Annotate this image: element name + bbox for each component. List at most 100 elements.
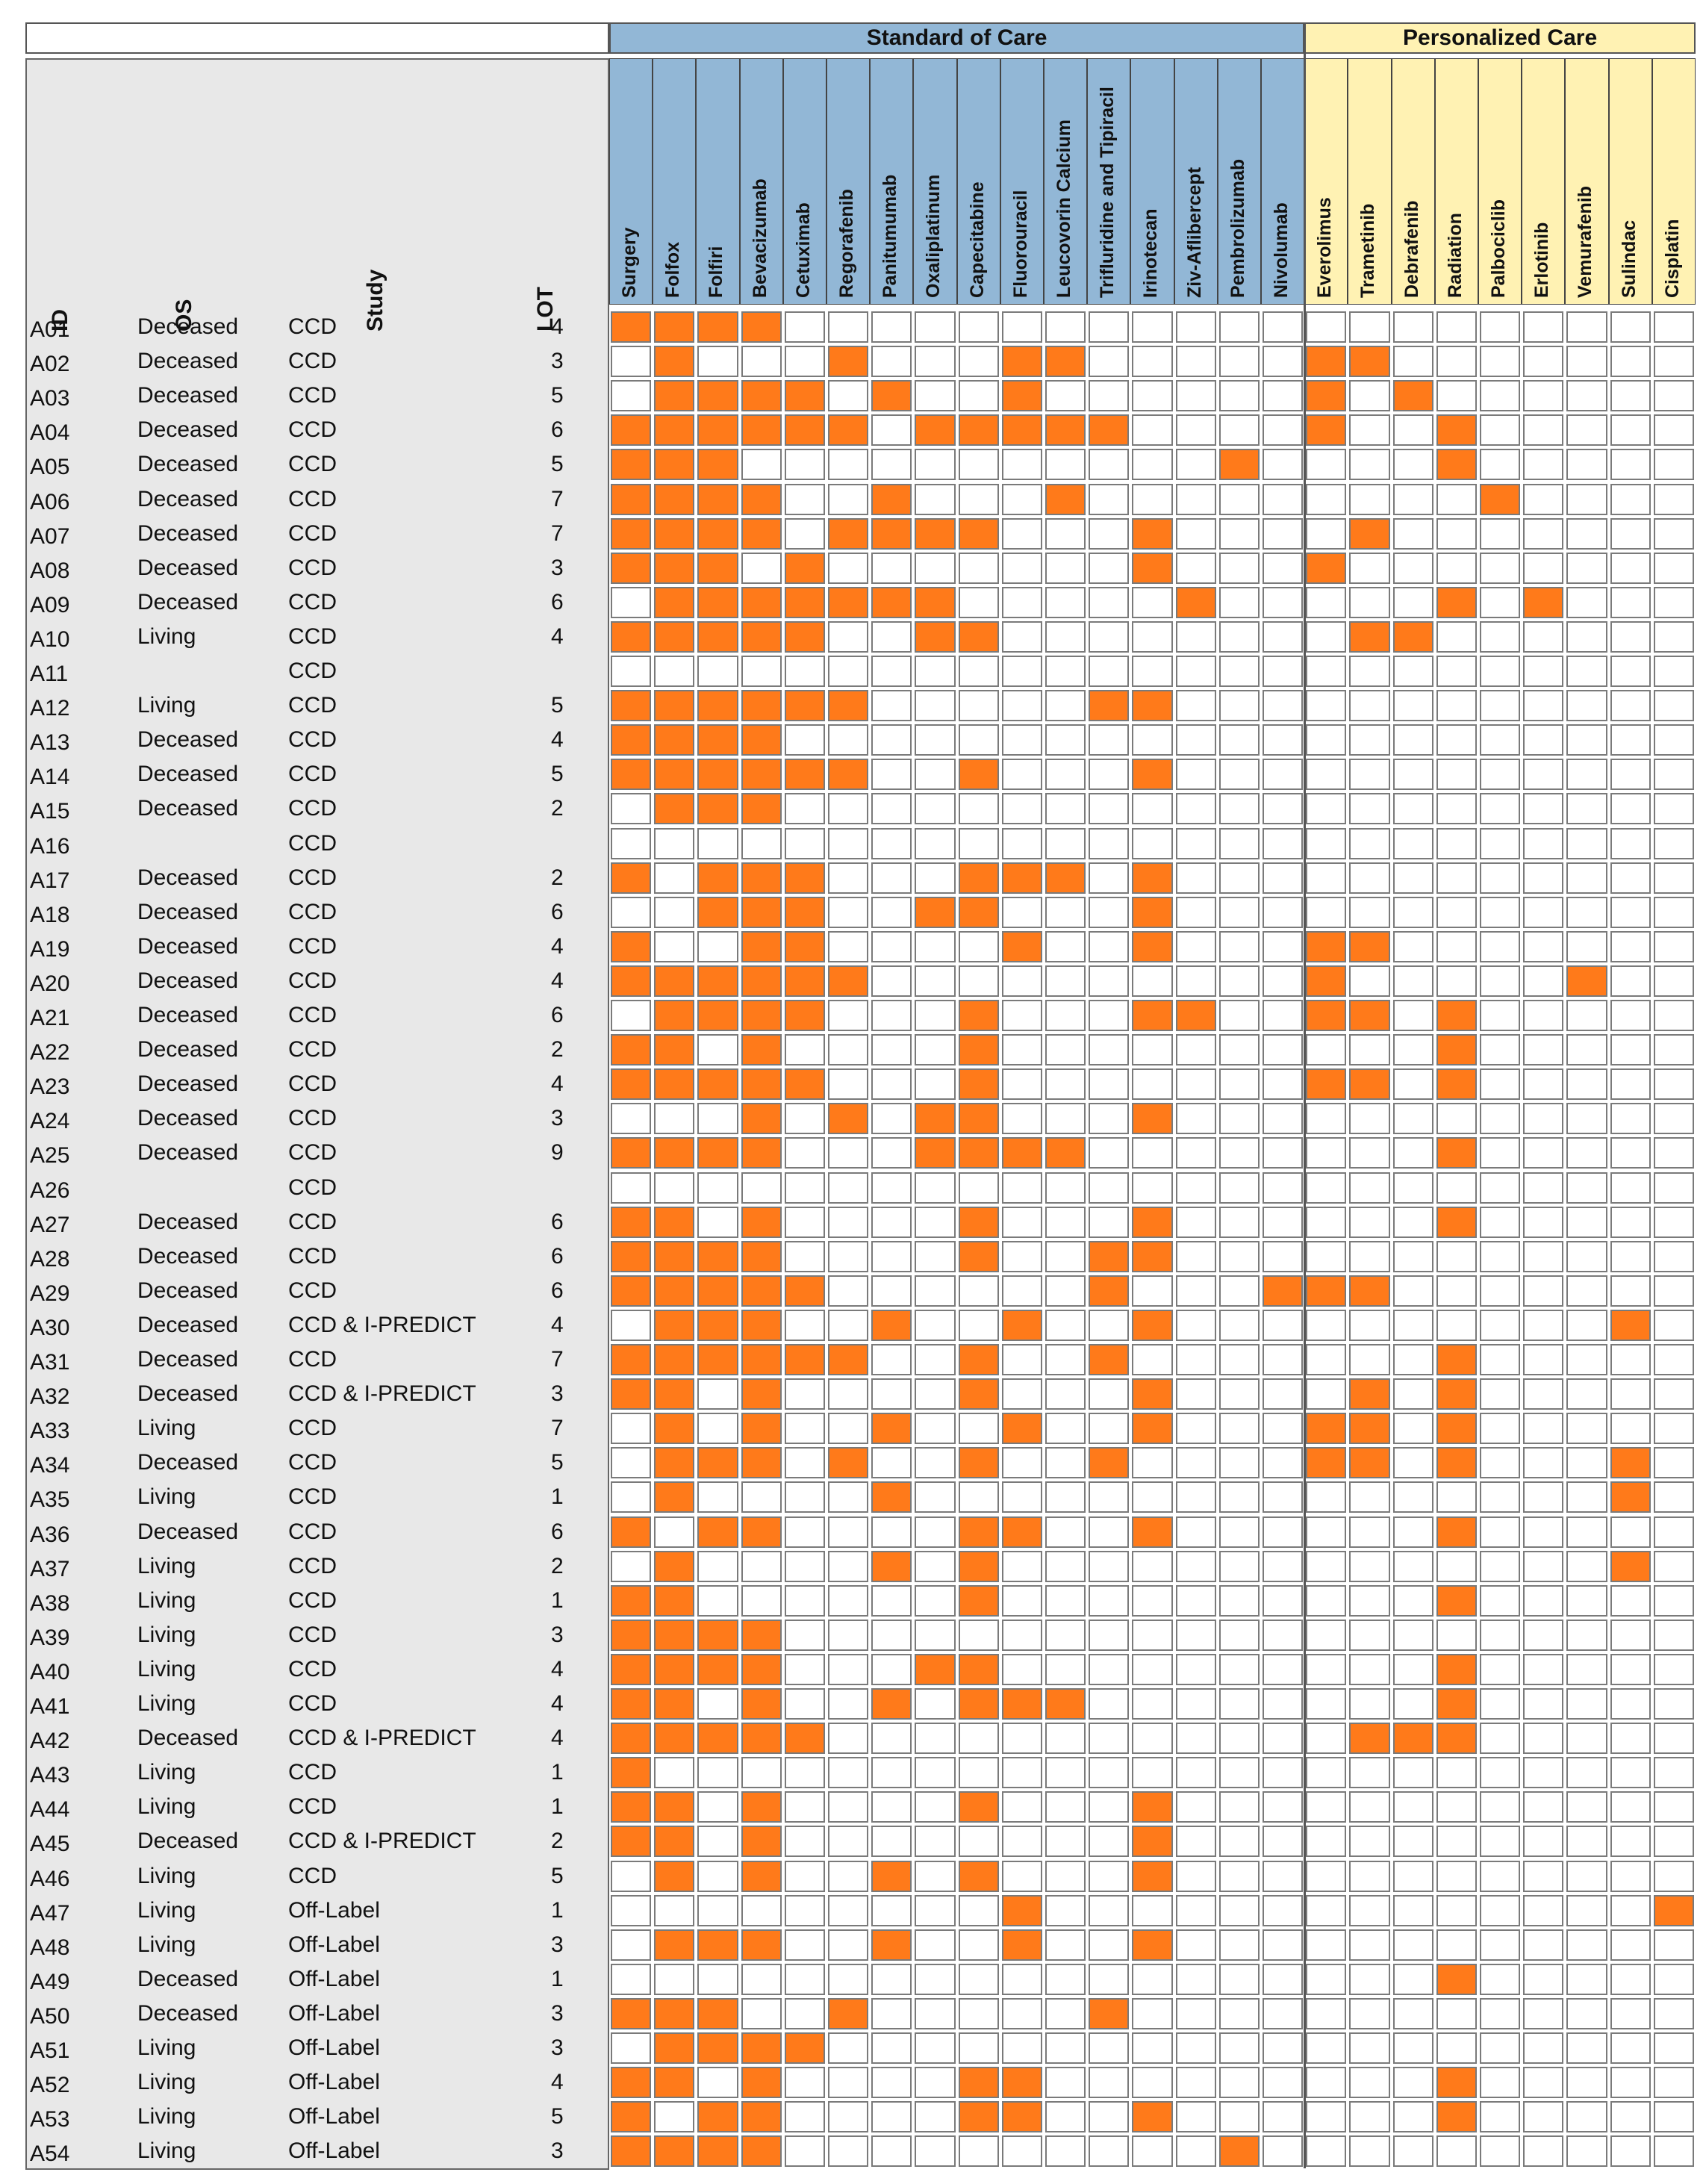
heatmap-cell: [654, 517, 695, 550]
heatmap-cell: [1306, 1963, 1347, 1995]
heatmap-cell: [697, 414, 738, 447]
column-header-oxaliplatinum: Oxaliplatinum: [913, 58, 957, 305]
heatmap-cell: [871, 1619, 912, 1651]
heatmap-cell: [1175, 380, 1216, 412]
row-study: CCD: [288, 1347, 337, 1372]
heatmap-cell: [871, 1584, 912, 1617]
heatmap-cell: [1610, 1619, 1651, 1651]
heatmap-cell: [1132, 1000, 1173, 1032]
heatmap-cell: [697, 759, 738, 791]
heatmap-cell: [828, 656, 869, 688]
heatmap-cell: [1263, 1757, 1304, 1789]
heatmap-cell: [1480, 1929, 1521, 1961]
heatmap-cell: [1306, 483, 1347, 515]
heatmap-cell: [1175, 1791, 1216, 1823]
heatmap-cell: [741, 1619, 782, 1651]
heatmap-cell: [1263, 2101, 1304, 2133]
heatmap-cell: [1566, 827, 1607, 859]
heatmap-cell: [1480, 690, 1521, 722]
heatmap-cell: [1566, 449, 1607, 481]
heatmap-cell: [1566, 1997, 1607, 2029]
heatmap-cell: [741, 1309, 782, 1341]
heatmap-cell: [1306, 827, 1347, 859]
heatmap-cell: [1392, 1550, 1433, 1582]
heatmap-cell: [1175, 793, 1216, 825]
row-study: CCD: [288, 417, 337, 443]
heatmap-cell: [784, 827, 825, 859]
row-lot: 5: [551, 693, 564, 718]
heatmap-cell: [784, 311, 825, 343]
column-label: Oxaliplatinum: [923, 174, 944, 298]
heatmap-cell: [611, 2101, 652, 2133]
row-os: Deceased: [137, 1966, 239, 1991]
heatmap-cell: [1089, 690, 1130, 722]
heatmap-cell: [1218, 965, 1260, 997]
heatmap-cell: [1306, 1447, 1347, 1479]
heatmap-cell: [1610, 862, 1651, 894]
heatmap-cell: [1523, 414, 1564, 447]
heatmap-cell: [1523, 1791, 1564, 1823]
heatmap-cell: [1306, 2067, 1347, 2099]
heatmap-cell: [741, 1757, 782, 1789]
heatmap-cell: [1175, 517, 1216, 550]
heatmap-cell: [1001, 620, 1042, 653]
heatmap-cell: [1566, 1894, 1607, 1926]
heatmap-cell: [1175, 1619, 1216, 1651]
heatmap-cell: [1653, 1791, 1694, 1823]
heatmap-cell: [1392, 862, 1433, 894]
heatmap-cell: [1436, 1653, 1477, 1685]
heatmap-cell: [741, 793, 782, 825]
heatmap-cell: [1306, 449, 1347, 481]
row-os: Deceased: [137, 1829, 239, 1854]
heatmap-cell: [1480, 965, 1521, 997]
heatmap-cell: [1523, 1413, 1564, 1445]
heatmap-cell: [697, 449, 738, 481]
heatmap-cell: [611, 965, 652, 997]
heatmap-cell: [828, 1516, 869, 1548]
heatmap-cell: [1392, 1378, 1433, 1410]
heatmap-cell: [1610, 1997, 1651, 2029]
heatmap-cell: [1089, 759, 1130, 791]
heatmap-cell: [1175, 1688, 1216, 1720]
heatmap-cell: [958, 1723, 999, 1755]
heatmap-cell: [915, 1723, 956, 1755]
heatmap-cell: [1175, 1137, 1216, 1169]
heatmap-cell: [741, 1344, 782, 1376]
heatmap-cell: [1306, 724, 1347, 756]
heatmap-cell: [697, 1653, 738, 1685]
column-header-fluorouracil: Fluorouracil: [1000, 58, 1044, 305]
heatmap-cell: [654, 1240, 695, 1272]
heatmap-cell: [871, 1550, 912, 1582]
heatmap-cell: [1089, 483, 1130, 515]
row-os: Deceased: [137, 1003, 239, 1027]
row-lot: 4: [551, 1691, 564, 1716]
heatmap-cell: [1480, 2067, 1521, 2099]
heatmap-cell: [611, 1688, 652, 1720]
heatmap-cell: [1045, 1000, 1086, 1032]
heatmap-cell: [1653, 1516, 1694, 1548]
heatmap-cell: [1610, 1516, 1651, 1548]
heatmap-cell: [1610, 1653, 1651, 1685]
heatmap-cell: [1132, 586, 1173, 618]
heatmap-cell: [958, 1791, 999, 1823]
heatmap-cell: [1001, 1275, 1042, 1307]
row-id: A05: [30, 455, 70, 480]
heatmap-cell: [1523, 620, 1564, 653]
heatmap-cell: [697, 1688, 738, 1720]
row-study: CCD: [288, 314, 337, 339]
row-id: A51: [30, 2038, 70, 2063]
heatmap-cell: [871, 1688, 912, 1720]
heatmap-cell: [1523, 1068, 1564, 1101]
heatmap-cell: [915, 1240, 956, 1272]
row-os: Deceased: [137, 1243, 239, 1269]
heatmap-cell: [1089, 724, 1130, 756]
heatmap-cell: [784, 2067, 825, 2099]
column-label: Bevacizumab: [749, 178, 770, 298]
row-study: CCD: [288, 1760, 337, 1785]
heatmap-cell: [697, 2135, 738, 2168]
patient-info-panel: ID OS Study LOT: [25, 58, 609, 2170]
heatmap-cell: [1263, 1172, 1304, 1204]
heatmap-cell: [1392, 930, 1433, 962]
heatmap-cell: [1089, 1240, 1130, 1272]
